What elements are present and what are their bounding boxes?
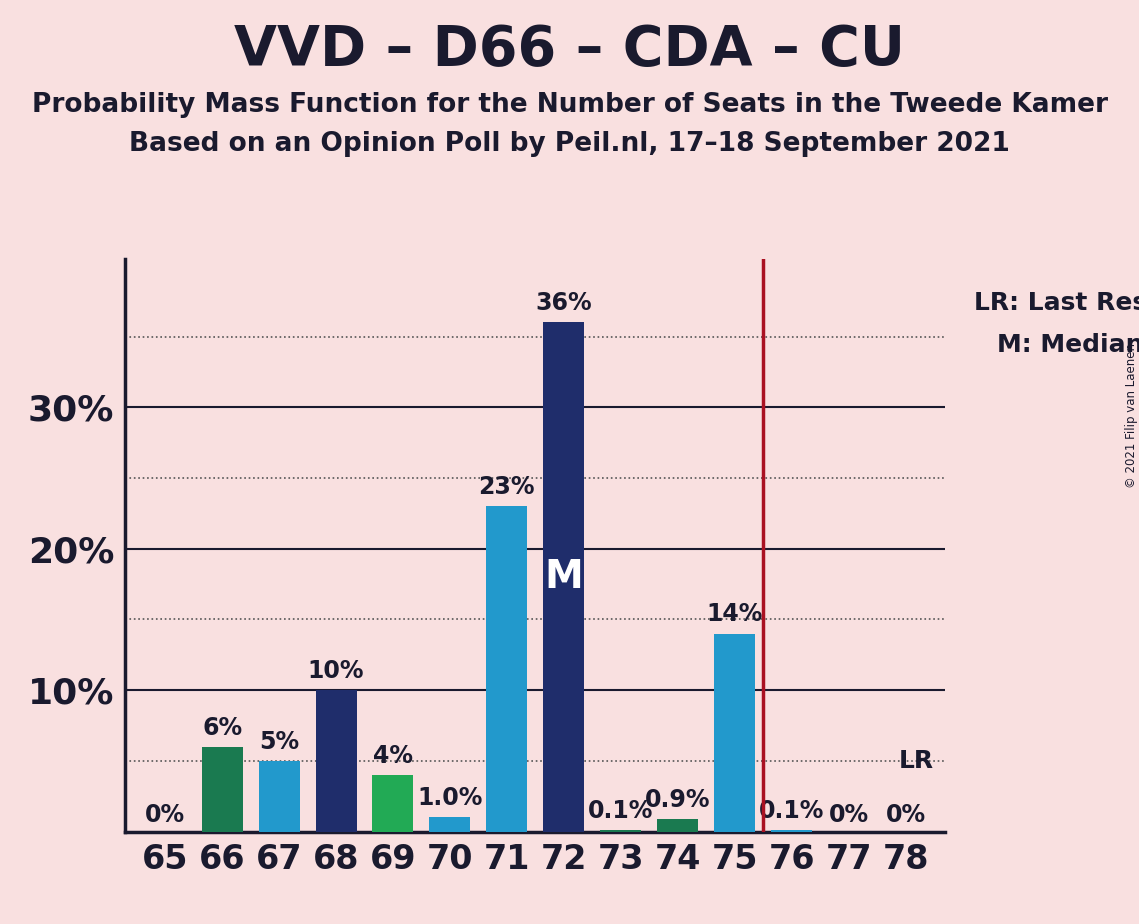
Text: 5%: 5% xyxy=(259,730,300,754)
Bar xyxy=(372,775,413,832)
Text: M: M xyxy=(544,558,583,596)
Text: 0%: 0% xyxy=(885,803,926,827)
Text: 0.1%: 0.1% xyxy=(759,799,825,823)
Text: LR: LR xyxy=(899,748,934,772)
Text: 0%: 0% xyxy=(828,803,869,827)
Bar xyxy=(316,690,357,832)
Bar xyxy=(714,634,755,832)
Text: 23%: 23% xyxy=(478,475,535,499)
Text: 1.0%: 1.0% xyxy=(417,786,483,810)
Text: 36%: 36% xyxy=(535,291,592,315)
Bar xyxy=(429,818,470,832)
Text: Based on an Opinion Poll by Peil.nl, 17–18 September 2021: Based on an Opinion Poll by Peil.nl, 17–… xyxy=(129,131,1010,157)
Text: Probability Mass Function for the Number of Seats in the Tweede Kamer: Probability Mass Function for the Number… xyxy=(32,92,1107,118)
Bar xyxy=(202,747,243,832)
Bar xyxy=(486,506,527,832)
Text: VVD – D66 – CDA – CU: VVD – D66 – CDA – CU xyxy=(233,23,906,77)
Text: LR: Last Result: LR: Last Result xyxy=(974,291,1139,315)
Bar xyxy=(657,819,698,832)
Bar xyxy=(600,830,641,832)
Text: 0%: 0% xyxy=(145,803,186,827)
Bar xyxy=(771,830,812,832)
Text: M: Median: M: Median xyxy=(997,333,1139,357)
Bar xyxy=(543,322,584,832)
Text: 6%: 6% xyxy=(202,716,243,739)
Text: 10%: 10% xyxy=(308,659,364,683)
Text: 0.1%: 0.1% xyxy=(588,799,654,823)
Text: 4%: 4% xyxy=(372,744,413,768)
Text: © 2021 Filip van Laenen: © 2021 Filip van Laenen xyxy=(1124,344,1138,488)
Text: 14%: 14% xyxy=(706,602,763,626)
Text: 0.9%: 0.9% xyxy=(645,788,711,812)
Bar xyxy=(259,760,300,832)
